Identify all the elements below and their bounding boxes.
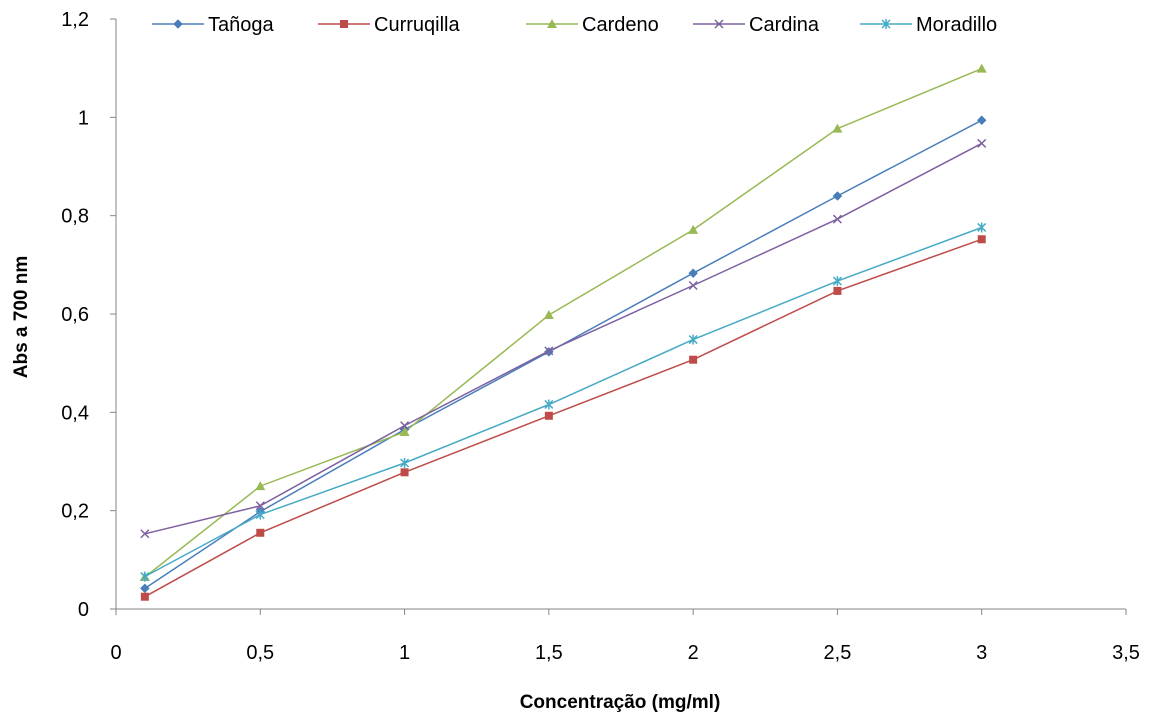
data-point bbox=[977, 138, 987, 148]
data-point bbox=[689, 355, 698, 364]
series-moradillo bbox=[140, 222, 987, 582]
legend-marker bbox=[881, 19, 891, 29]
y-tick-label: 1,2 bbox=[61, 9, 89, 31]
data-point bbox=[832, 214, 842, 224]
data-point bbox=[255, 509, 265, 520]
y-tick-label: 0,4 bbox=[61, 402, 89, 424]
data-point bbox=[256, 528, 265, 537]
data-point bbox=[544, 399, 554, 410]
data-point bbox=[140, 571, 150, 582]
axes: 0 0,2 0,4 0,6 0,8 1 1,2 0 0,5 1 1,5 2 2,5 3 3,5 bbox=[61, 9, 1140, 664]
data-point bbox=[544, 346, 554, 356]
x-tick-label: 1 bbox=[399, 642, 410, 664]
data-point bbox=[688, 280, 698, 291]
data-point bbox=[543, 309, 554, 319]
y-tick-label: 1 bbox=[78, 107, 89, 129]
data-point bbox=[976, 115, 987, 126]
data-point bbox=[400, 468, 409, 477]
y-tick-label: 0,2 bbox=[61, 501, 89, 523]
data-point bbox=[832, 123, 843, 133]
data-point bbox=[976, 63, 987, 73]
series-curruqilla bbox=[140, 235, 986, 601]
series-line bbox=[144, 119, 983, 590]
data-point bbox=[544, 411, 553, 420]
data-point bbox=[832, 191, 843, 201]
legend-item: Cardeno bbox=[526, 14, 659, 36]
data-point bbox=[140, 583, 150, 594]
series-line bbox=[144, 226, 982, 578]
data-point bbox=[140, 529, 150, 539]
y-tick-label: 0 bbox=[78, 599, 89, 621]
data-point bbox=[833, 286, 842, 295]
series-layer bbox=[139, 63, 987, 601]
legend: Tañoga Curruqilla Cardeno Cardina Moradillo bbox=[152, 14, 997, 36]
y-tick-label: 0,8 bbox=[61, 206, 89, 228]
data-point bbox=[977, 222, 987, 233]
legend-marker bbox=[340, 20, 348, 28]
legend-label: Tañoga bbox=[208, 14, 274, 36]
data-point bbox=[688, 224, 699, 234]
legend-label: Cardina bbox=[749, 14, 820, 36]
data-point bbox=[977, 235, 986, 244]
x-tick-label: 0 bbox=[110, 642, 121, 664]
legend-label: Curruqilla bbox=[374, 14, 460, 36]
data-point bbox=[688, 334, 698, 345]
x-tick-label: 2,5 bbox=[824, 642, 852, 664]
x-tick-label: 0,5 bbox=[246, 642, 274, 664]
data-point bbox=[255, 481, 266, 491]
y-tick-label: 0,6 bbox=[61, 304, 89, 326]
legend-item: Tañoga bbox=[152, 14, 274, 36]
x-tick-label: 2 bbox=[688, 642, 699, 664]
data-point bbox=[399, 427, 410, 436]
data-point bbox=[688, 268, 698, 279]
data-point bbox=[400, 457, 410, 468]
x-tick-label: 3 bbox=[976, 642, 987, 664]
legend-marker bbox=[547, 19, 557, 28]
series-cardeno bbox=[139, 63, 987, 582]
data-point bbox=[255, 501, 265, 511]
data-point bbox=[832, 276, 842, 287]
legend-marker bbox=[714, 19, 724, 29]
legend-item: Curruqilla bbox=[318, 14, 460, 36]
series-line bbox=[144, 238, 982, 598]
series-line bbox=[144, 142, 983, 535]
y-axis-title: Abs a 700 nm bbox=[11, 256, 32, 379]
series-cardina bbox=[140, 138, 987, 539]
series-ta-oga bbox=[140, 115, 987, 594]
x-tick-label: 1,5 bbox=[535, 642, 563, 664]
legend-label: Moradillo bbox=[916, 14, 997, 36]
x-tick-label: 3,5 bbox=[1112, 642, 1140, 664]
data-point bbox=[400, 421, 410, 431]
legend-marker bbox=[173, 19, 183, 29]
x-axis-title: Concentração (mg/ml) bbox=[520, 692, 721, 713]
legend-item: Moradillo bbox=[860, 14, 997, 36]
legend-item: Cardina bbox=[693, 14, 820, 36]
data-point bbox=[140, 592, 149, 601]
legend-label: Cardeno bbox=[582, 14, 659, 36]
